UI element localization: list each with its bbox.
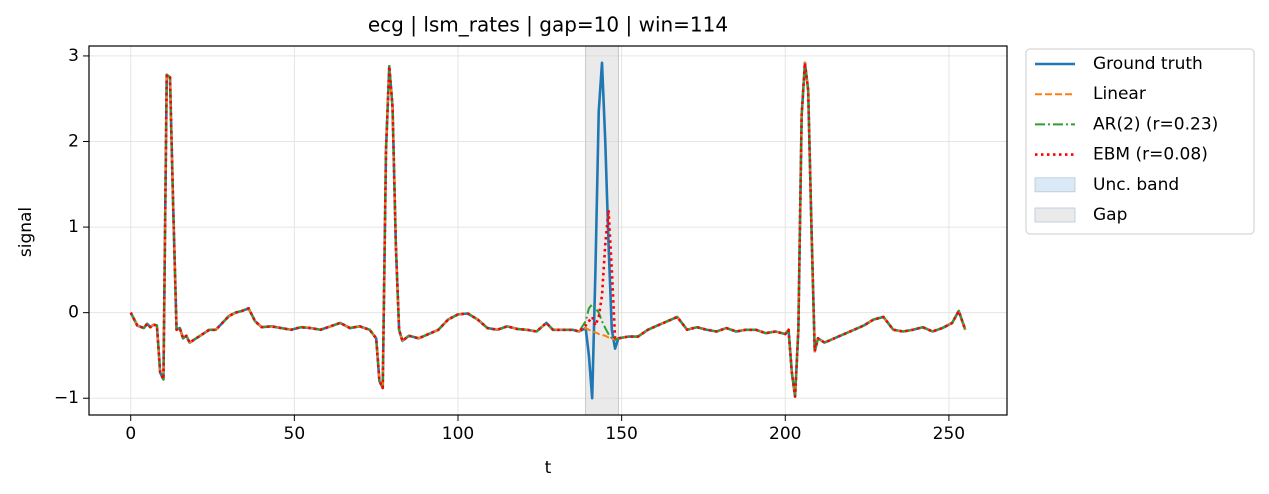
x-tick-label: 150 [605,424,637,444]
y-tick-label: 1 [68,217,79,237]
plot-frame [88,45,1008,416]
legend-label: Linear [1093,84,1146,104]
legend-label: Ground truth [1093,54,1203,74]
series-line [129,61,967,398]
series-line [129,61,967,400]
y-tick-label: 2 [68,132,79,152]
x-axis-label: t [545,458,552,478]
legend-swatch [1034,207,1076,223]
legend-label: Gap [1093,205,1127,225]
y-axis-label: signal [16,207,36,257]
legend-label: EBM (r=0.08) [1093,145,1208,165]
series-line [129,61,967,398]
x-tick-label: 100 [442,424,474,444]
chart-title: ecg | lsm_rates | gap=10 | win=114 [368,13,728,37]
x-tick-label: 0 [125,424,136,444]
x-tick-label: 200 [769,424,801,444]
legend-swatch [1034,177,1076,193]
y-tick-label: 3 [68,46,79,66]
x-tick-label: 250 [933,424,965,444]
legend-box [1025,48,1255,235]
y-tick-label: −1 [54,388,79,408]
legend-label: AR(2) (r=0.23) [1093,114,1218,134]
y-tick-label: 0 [68,303,79,323]
legend-label: Unc. band [1093,175,1179,195]
gap-region [585,45,619,416]
x-tick-label: 50 [284,424,306,444]
series-line [129,61,967,398]
